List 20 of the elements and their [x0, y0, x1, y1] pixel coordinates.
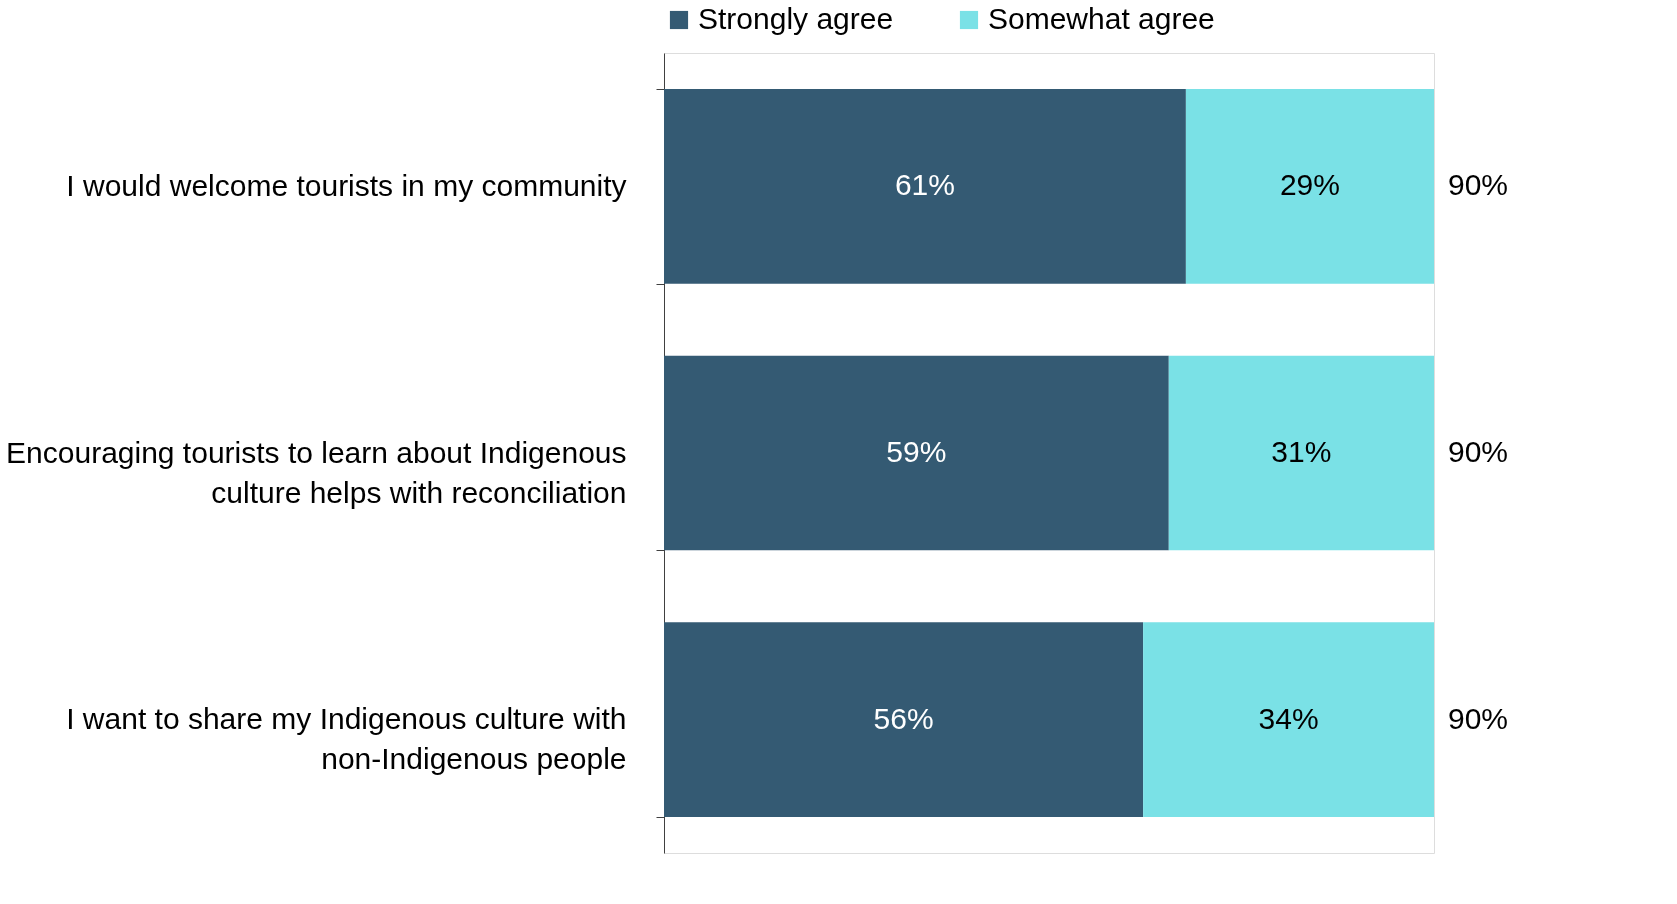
legend-label: Strongly agree: [698, 2, 894, 35]
bar: [1185, 89, 1434, 284]
bar: [664, 622, 1144, 817]
data-label: 59%: [886, 435, 947, 468]
data-label: 31%: [1271, 435, 1332, 468]
y-tick-label: Encouraging tourists to learn about Indigenous culture helps with reconciliation: [6, 435, 627, 509]
data-label: 34%: [1258, 701, 1319, 735]
data-label: 56%: [873, 701, 934, 735]
bar: [664, 355, 1169, 551]
data-label: 61%: [894, 168, 955, 202]
data-label: 29%: [1279, 168, 1340, 202]
bar: [1168, 355, 1434, 551]
legend-label: Somewhat agree: [988, 2, 1215, 35]
bar: [664, 89, 1186, 284]
y-tick-label: I want to share my Indigenous culture with non-Indigenous people: [66, 702, 627, 776]
total-label: 90%: [1448, 168, 1509, 202]
total-label: 90%: [1448, 701, 1509, 735]
total-label: 90%: [1448, 435, 1509, 468]
y-tick-label: I would welcome tourists in my community: [66, 168, 627, 202]
bar: [1143, 622, 1434, 817]
